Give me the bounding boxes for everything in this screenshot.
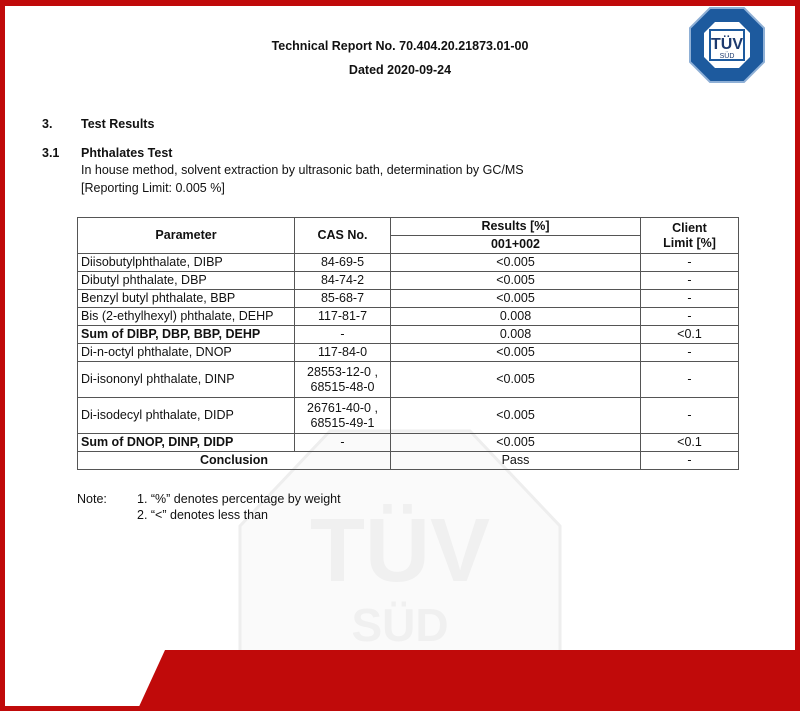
limit-cell: - [640,289,739,308]
header-results: Results [%] [390,217,641,236]
parameter-cell: Bis (2-ethylhexyl) phthalate, DEHP [77,307,295,326]
reporting-limit: [Reporting Limit: 0.005 %] [81,181,225,195]
cas-cell: - [294,325,391,344]
note-label: Note: [77,492,107,506]
cas-cell: 117-84-0 [294,343,391,362]
cas-cell: 84-69-5 [294,253,391,272]
result-cell: <0.005 [390,343,641,362]
header-client-limit: Client Limit [%] [640,217,739,254]
tuv-watermark: TÜV SÜD [238,429,562,706]
parameter-cell: Di-isodecyl phthalate, DIDP [77,397,295,434]
table-row: Sum of DIBP, DBP, BBP, DEHP -0.008 <0.1 [77,325,739,344]
limit-cell: - [640,343,739,362]
table-row: Di-isodecyl phthalate, DIDP 26761-40-0 ,6… [77,397,739,434]
table-row: Di-isononyl phthalate, DINP 28553-12-0 ,6… [77,361,739,398]
result-cell: <0.005 [390,271,641,290]
table-row: Diisobutylphthalate, DIBP 84-69-5 <0.005- [77,253,739,272]
subsection-number: 3.1 [42,146,60,160]
svg-text:SÜD: SÜD [720,52,735,60]
cas-cell: 26761-40-0 , 68515-49-1 [294,397,391,434]
result-cell: <0.005 [390,253,641,272]
result-cell: <0.005 [390,397,641,434]
table-row: Bis (2-ethylhexyl) phthalate, DEHP 117-81… [77,307,739,326]
svg-text:TÜV: TÜV [310,501,490,601]
conclusion-limit: - [640,451,739,470]
parameter-cell: Diisobutylphthalate, DIBP [77,253,295,272]
parameter-cell: Sum of DNOP, DINP, DIDP [77,433,295,452]
result-cell: <0.005 [390,289,641,308]
limit-cell: - [640,397,739,434]
table-header-row: Parameter CAS No. Results [%] Client Limi… [77,217,739,254]
table-row: Sum of DNOP, DINP, DIDP - <0.005 <0.1 [77,433,739,452]
table-row: Benzyl butyl phthalate, BBP 85-68-7 <0.005… [77,289,739,308]
conclusion-label: Conclusion [77,451,391,470]
conclusion-row: Conclusion Pass - [77,451,739,470]
svg-text:SÜD: SÜD [351,599,448,651]
note-item: 1. “%” denotes percentage by weight [137,492,341,506]
table-row: Dibutyl phthalate, DBP 84-74-2 <0.005- [77,271,739,290]
conclusion-result: Pass [390,451,641,470]
cas-cell: 28553-12-0 , 68515-48-0 [294,361,391,398]
section-title: Test Results [81,117,155,131]
report-date: Dated 2020-09-24 [348,63,452,77]
cas-cell: - [294,433,391,452]
parameter-cell: Dibutyl phthalate, DBP [77,271,295,290]
limit-cell: - [640,361,739,398]
parameter-cell: Benzyl butyl phthalate, BBP [77,289,295,308]
result-cell: 0.008 [390,325,641,344]
subsection-title: Phthalates Test [81,146,173,160]
tuv-sud-logo: TÜV SÜD [689,7,765,83]
table-row: Di-n-octyl phthalate, DNOP 117-84-0 <0.005… [77,343,739,362]
report-number: Technical Report No. 70.404.20.21873.01-… [271,39,529,53]
parameter-cell: Di-n-octyl phthalate, DNOP [77,343,295,362]
cas-cell: 85-68-7 [294,289,391,308]
header-sample: 001+002 [390,235,641,254]
result-cell: 0.008 [390,307,641,326]
parameter-cell: Sum of DIBP, DBP, BBP, DEHP [77,325,295,344]
cas-cell: 117-81-7 [294,307,391,326]
results-table: Parameter CAS No. Results [%] Client Limi… [77,217,739,470]
header-parameter: Parameter [77,217,295,254]
result-cell: <0.005 [390,361,641,398]
result-cell: <0.005 [390,433,641,452]
header-cas: CAS No. [294,217,391,254]
limit-cell: <0.1 [640,325,739,344]
test-method: In house method, solvent extraction by u… [81,163,524,177]
limit-cell: <0.1 [640,433,739,452]
section-number: 3. [42,117,53,131]
limit-cell: - [640,271,739,290]
parameter-cell: Di-isononyl phthalate, DINP [77,361,295,398]
limit-cell: - [640,253,739,272]
svg-text:TÜV: TÜV [711,34,743,53]
limit-cell: - [640,307,739,326]
cas-cell: 84-74-2 [294,271,391,290]
note-item: 2. “<” denotes less than [137,508,268,522]
